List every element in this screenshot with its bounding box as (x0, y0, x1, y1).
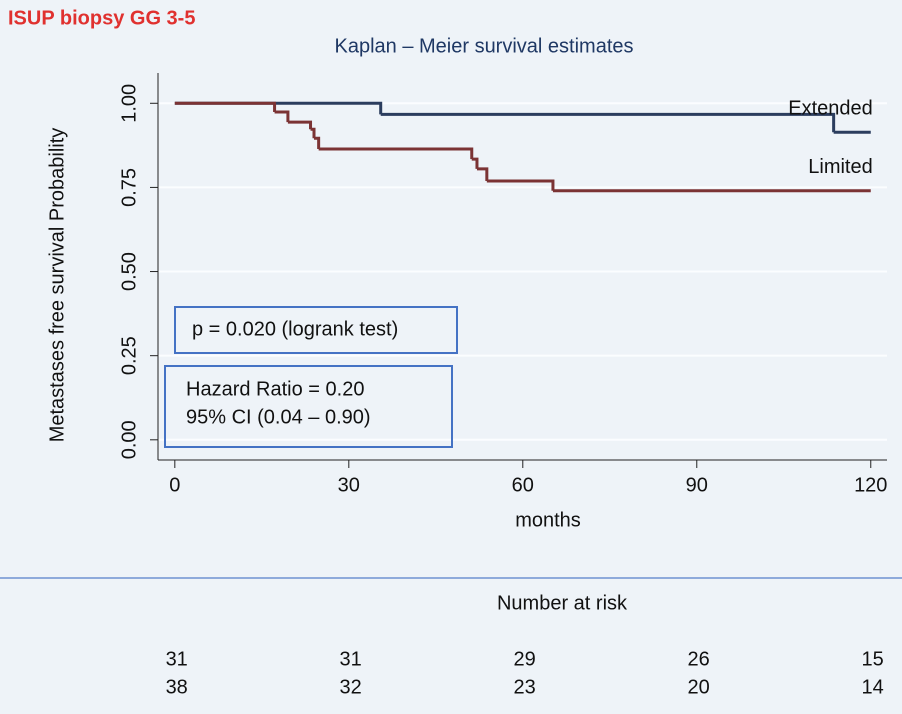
series-label: Limited (808, 156, 872, 178)
x-tick-label: 90 (686, 474, 708, 496)
series-label: Extended (788, 98, 873, 120)
risk-count: 20 (688, 676, 710, 698)
km-step (318, 147, 474, 160)
risk-count: 23 (514, 676, 536, 698)
km-step (476, 167, 489, 182)
x-axis-label: months (515, 509, 581, 531)
km-step (310, 127, 316, 139)
km-step (380, 112, 836, 133)
km-step (486, 179, 555, 191)
x-tick-label: 0 (169, 474, 180, 496)
annotation: Hazard Ratio = 0.20 (186, 378, 364, 400)
km-step (287, 120, 313, 130)
y-tick-label: 0.25 (118, 336, 140, 375)
annotation-box (174, 306, 458, 354)
risk-count: 26 (688, 648, 710, 670)
risk-table-title: Number at risk (497, 592, 628, 614)
km-step (471, 157, 479, 169)
risk-count: 32 (340, 676, 362, 698)
y-tick-label: 1.00 (118, 84, 140, 123)
y-tick-label: 0.50 (118, 252, 140, 291)
x-tick-label: 120 (854, 474, 887, 496)
annotation-box (164, 365, 453, 448)
y-tick-label: 0.75 (118, 168, 140, 207)
risk-count: 38 (166, 676, 188, 698)
annotation: p = 0.020 (logrank test) (192, 318, 398, 340)
risk-count: 14 (862, 676, 884, 698)
chart-title: Kaplan – Meier survival estimates (334, 35, 633, 57)
annotation: 95% CI (0.04 – 0.90) (186, 406, 371, 428)
km-step (314, 136, 321, 150)
x-tick-label: 60 (512, 474, 534, 496)
risk-count: 31 (340, 648, 362, 670)
header: ISUP biopsy GG 3-5 (8, 7, 195, 29)
risk-count: 15 (862, 648, 884, 670)
y-tick-label: 0.00 (118, 420, 140, 459)
km-step (174, 101, 277, 113)
x-tick-label: 30 (338, 474, 360, 496)
risk-count: 31 (166, 648, 188, 670)
y-axis-label: Metastases free survival Probability (46, 128, 68, 443)
risk-count: 29 (514, 648, 536, 670)
km-step (274, 110, 290, 123)
